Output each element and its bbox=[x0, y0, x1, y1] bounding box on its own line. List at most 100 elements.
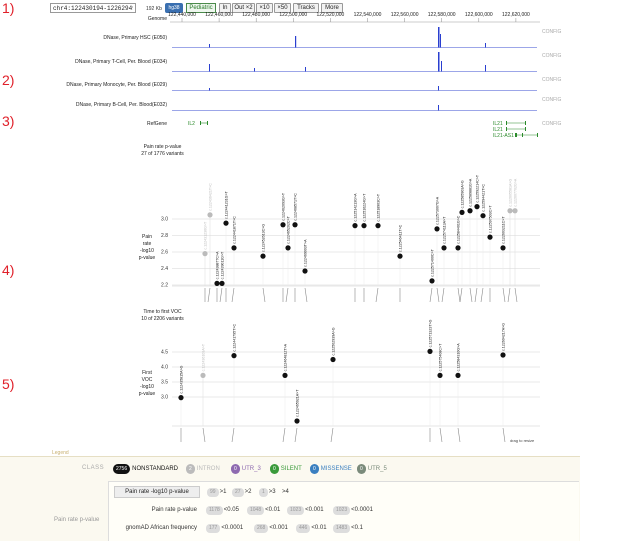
refgene-config[interactable]: CONFIG bbox=[542, 121, 562, 127]
coordinate-input[interactable] bbox=[50, 3, 136, 13]
variant-position-marker bbox=[457, 427, 461, 443]
variant-point[interactable] bbox=[375, 223, 381, 229]
class-utr3[interactable]: 0 UTR_3 bbox=[231, 464, 261, 474]
filter-gnomad-lt01[interactable]: 1483 <0.1 bbox=[333, 524, 363, 533]
filter-gnomad-lt0001[interactable]: 268 <0.001 bbox=[254, 524, 288, 533]
variant-point[interactable] bbox=[397, 253, 403, 259]
variant-point[interactable] bbox=[361, 223, 367, 229]
ruler-tick-label: 122,520,000 bbox=[316, 12, 345, 18]
step-marker-1: 1) bbox=[2, 0, 15, 16]
variant-position-marker bbox=[502, 287, 506, 303]
variant-point[interactable] bbox=[285, 245, 291, 251]
pain-manhattan-plot[interactable]: 3.0 2.8 2.6 2.4 2.2 c.122431236G>T c.122436421… bbox=[0, 160, 560, 308]
variant-label: c.122571400C>T bbox=[431, 248, 435, 276]
variant-point[interactable] bbox=[292, 222, 298, 228]
class-nonstandard[interactable]: 2756 NONSTANDARD bbox=[113, 464, 178, 474]
variant-position-marker bbox=[436, 287, 440, 303]
variant-point[interactable] bbox=[330, 356, 336, 363]
more-button[interactable]: More bbox=[321, 3, 343, 13]
variant-point[interactable] bbox=[500, 245, 506, 251]
variant-point[interactable] bbox=[178, 395, 184, 401]
track-config-tcell[interactable]: CONFIG bbox=[542, 53, 562, 59]
class-utr5[interactable]: 0 UTR_5 bbox=[357, 464, 387, 474]
variant-point[interactable] bbox=[282, 372, 288, 378]
refgene-track[interactable]: IL2 IL21 IL21 IL21-AS1 bbox=[172, 118, 542, 140]
variant-point[interactable] bbox=[474, 204, 480, 210]
variant-position-marker bbox=[262, 287, 266, 303]
variant-point[interactable] bbox=[231, 245, 237, 251]
dataset-badge[interactable]: Pediatric bbox=[186, 3, 216, 13]
class-missense[interactable]: 0 MISSENSE bbox=[310, 464, 352, 474]
variant-point[interactable] bbox=[434, 226, 440, 232]
variant-point[interactable] bbox=[459, 209, 465, 215]
ruler-tick-label: 122,540,000 bbox=[353, 12, 382, 18]
variant-point[interactable] bbox=[280, 222, 286, 228]
class-missense-count: 0 bbox=[310, 464, 319, 474]
variant-label: c.122575408C>T bbox=[439, 343, 443, 371]
track-config-hsc[interactable]: CONFIG bbox=[542, 29, 562, 35]
filter-log10-gt1[interactable]: 99 >1 bbox=[207, 488, 226, 497]
variant-label: c.122441795T>C bbox=[233, 324, 237, 352]
filter-title: Pain rate p-value bbox=[54, 517, 100, 523]
axis-tick-label: 2.8 bbox=[161, 233, 168, 239]
filter-gnomad-lt001[interactable]: 446 <0.01 bbox=[296, 524, 327, 533]
variant-point[interactable] bbox=[455, 245, 461, 251]
filter-gnomad-lt00001[interactable]: 177 <0.0001 bbox=[206, 524, 243, 533]
variant-point[interactable] bbox=[427, 348, 433, 354]
pain-log10-filter-button[interactable]: Pain rate -log10 p-value bbox=[114, 486, 200, 498]
track-config-monocyte[interactable]: CONFIG bbox=[542, 77, 562, 83]
variant-position-marker bbox=[469, 287, 473, 303]
variant-point[interactable] bbox=[455, 372, 461, 378]
variant-point[interactable] bbox=[302, 268, 308, 274]
variant-point[interactable] bbox=[214, 280, 220, 286]
variant-point[interactable] bbox=[480, 213, 486, 219]
class-intron[interactable]: 2 INTRON bbox=[186, 464, 220, 474]
variant-point[interactable] bbox=[467, 208, 473, 214]
variant-point[interactable] bbox=[487, 234, 493, 240]
variant-label: c.122441231G>T bbox=[225, 190, 229, 219]
variant-point[interactable] bbox=[512, 208, 518, 214]
variant-point[interactable] bbox=[207, 212, 213, 218]
axis-tick-label: 2.4 bbox=[161, 266, 168, 272]
filter-log10-gt3[interactable]: 1 >3 bbox=[259, 488, 276, 497]
drag-resize-handle[interactable]: drag to resize bbox=[510, 438, 535, 443]
variant-point[interactable] bbox=[429, 278, 435, 284]
genome-ruler[interactable] bbox=[170, 11, 540, 23]
variant-label: c.122516224G>T bbox=[363, 193, 367, 222]
variant-point[interactable] bbox=[200, 372, 206, 378]
variant-position-marker bbox=[219, 287, 223, 303]
track-config-bcell[interactable]: CONFIG bbox=[542, 97, 562, 103]
variant-point[interactable] bbox=[500, 352, 506, 358]
zoom-out-10-button[interactable]: ×10 bbox=[256, 3, 273, 13]
filter-p-lt0001[interactable]: 1023 <0.001 bbox=[287, 506, 324, 515]
variant-point[interactable] bbox=[231, 353, 237, 359]
variant-point[interactable] bbox=[441, 245, 447, 251]
filter-p-lt00001[interactable]: 1023 <0.0001 bbox=[333, 506, 373, 515]
tracks-button[interactable]: Tracks bbox=[293, 3, 319, 13]
variant-point[interactable] bbox=[352, 223, 358, 229]
variant-point[interactable] bbox=[507, 208, 513, 214]
variant-point[interactable] bbox=[223, 220, 229, 226]
filter-log10-gt2[interactable]: 27 >2 bbox=[232, 488, 251, 497]
variant-point[interactable] bbox=[219, 280, 225, 286]
filter-p-lt001[interactable]: 1048 <0.01 bbox=[247, 506, 280, 515]
ruler-tick-label: 122,480,000 bbox=[242, 12, 271, 18]
axis-tick-label: 3.0 bbox=[161, 395, 168, 401]
variant-point[interactable] bbox=[202, 251, 208, 257]
voc-manhattan-plot[interactable]: 4.5 4.0 3.5 3.0 c.122435815A>G c.122436103A>T… bbox=[0, 310, 560, 446]
zoom-out-50-button[interactable]: ×50 bbox=[274, 3, 291, 13]
variant-position-marker bbox=[474, 287, 478, 303]
class-silent[interactable]: 0 SILENT bbox=[270, 464, 302, 474]
variant-position-marker bbox=[231, 427, 235, 443]
genome-badge[interactable]: hg38 bbox=[165, 3, 183, 13]
zoom-out-2-button[interactable]: Out ×2 bbox=[232, 3, 255, 13]
filter-p-lt005[interactable]: 1178 <0.05 bbox=[206, 506, 239, 515]
legend-tab[interactable]: Legend bbox=[52, 450, 69, 456]
variant-point[interactable] bbox=[437, 372, 443, 378]
zoom-in-button[interactable]: In bbox=[219, 3, 231, 13]
variant-label: c.122546411T>C bbox=[399, 224, 403, 252]
class-nonstandard-label: NONSTANDARD bbox=[132, 466, 179, 472]
variant-point[interactable] bbox=[260, 253, 266, 259]
variant-point[interactable] bbox=[294, 418, 300, 424]
filter-log10-gt4[interactable]: >4 bbox=[282, 489, 289, 495]
